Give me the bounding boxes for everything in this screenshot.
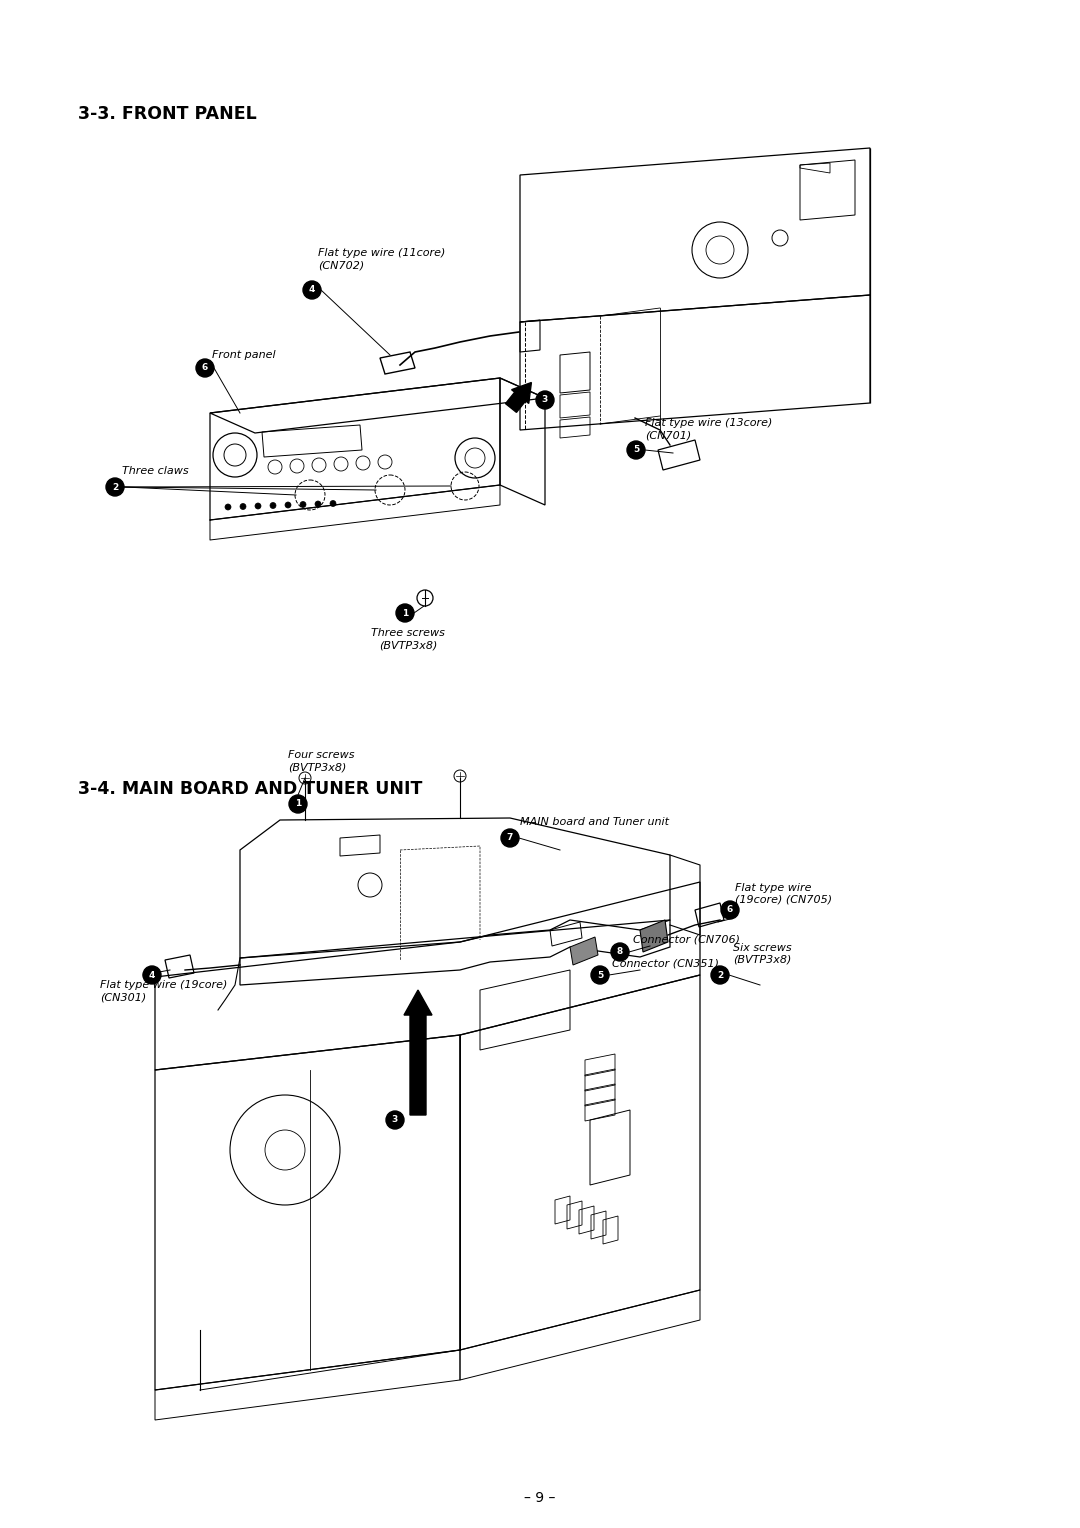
Circle shape: [300, 501, 306, 507]
Circle shape: [285, 503, 291, 507]
Polygon shape: [570, 937, 598, 966]
Text: 3: 3: [392, 1115, 399, 1125]
Circle shape: [721, 902, 739, 918]
Circle shape: [536, 391, 554, 410]
Circle shape: [303, 281, 321, 299]
Text: Six screws
(BVTP3x8): Six screws (BVTP3x8): [733, 943, 792, 966]
Text: 1: 1: [402, 608, 408, 617]
Circle shape: [501, 830, 519, 847]
Circle shape: [611, 943, 629, 961]
Text: Flat type wire (13core)
(CN701): Flat type wire (13core) (CN701): [645, 417, 772, 440]
Circle shape: [289, 795, 307, 813]
Circle shape: [225, 504, 231, 510]
Circle shape: [711, 966, 729, 984]
Text: Flat type wire (19core)
(CN301): Flat type wire (19core) (CN301): [100, 979, 228, 1002]
Text: Flat type wire (11core)
(CN702): Flat type wire (11core) (CN702): [318, 248, 445, 270]
Circle shape: [270, 503, 276, 509]
Text: 5: 5: [633, 446, 639, 454]
Text: 8: 8: [617, 947, 623, 957]
Circle shape: [396, 604, 414, 622]
Circle shape: [591, 966, 609, 984]
Circle shape: [386, 1111, 404, 1129]
Circle shape: [240, 504, 246, 509]
Circle shape: [106, 478, 124, 497]
Text: 4: 4: [309, 286, 315, 295]
Text: Front panel: Front panel: [212, 350, 275, 361]
Text: 6: 6: [727, 906, 733, 914]
Text: Three screws
(BVTP3x8): Three screws (BVTP3x8): [372, 628, 445, 651]
Text: Three claws: Three claws: [122, 466, 189, 477]
Text: 7: 7: [507, 833, 513, 842]
Text: 5: 5: [597, 970, 603, 979]
Text: – 9 –: – 9 –: [524, 1491, 556, 1505]
Circle shape: [330, 501, 336, 506]
Circle shape: [195, 359, 214, 377]
Circle shape: [255, 503, 261, 509]
Text: 6: 6: [202, 364, 208, 373]
Text: 4: 4: [149, 970, 156, 979]
Text: Connector (CN706): Connector (CN706): [633, 934, 740, 944]
Text: 3: 3: [542, 396, 549, 405]
Text: Connector (CN351): Connector (CN351): [612, 958, 719, 969]
Polygon shape: [640, 920, 669, 952]
Circle shape: [315, 501, 321, 507]
Text: Flat type wire
(19core) (CN705): Flat type wire (19core) (CN705): [735, 883, 832, 905]
FancyArrow shape: [404, 990, 432, 1115]
Circle shape: [627, 442, 645, 458]
Text: 2: 2: [717, 970, 724, 979]
Circle shape: [143, 966, 161, 984]
Text: 3-4. MAIN BOARD AND TUNER UNIT: 3-4. MAIN BOARD AND TUNER UNIT: [78, 779, 422, 798]
FancyArrow shape: [505, 382, 531, 413]
Text: MAIN board and Tuner unit: MAIN board and Tuner unit: [519, 817, 669, 827]
Text: 2: 2: [112, 483, 118, 492]
Text: 1: 1: [295, 799, 301, 808]
Text: Four screws
(BVTP3x8): Four screws (BVTP3x8): [288, 750, 354, 772]
Text: 3-3. FRONT PANEL: 3-3. FRONT PANEL: [78, 105, 257, 122]
